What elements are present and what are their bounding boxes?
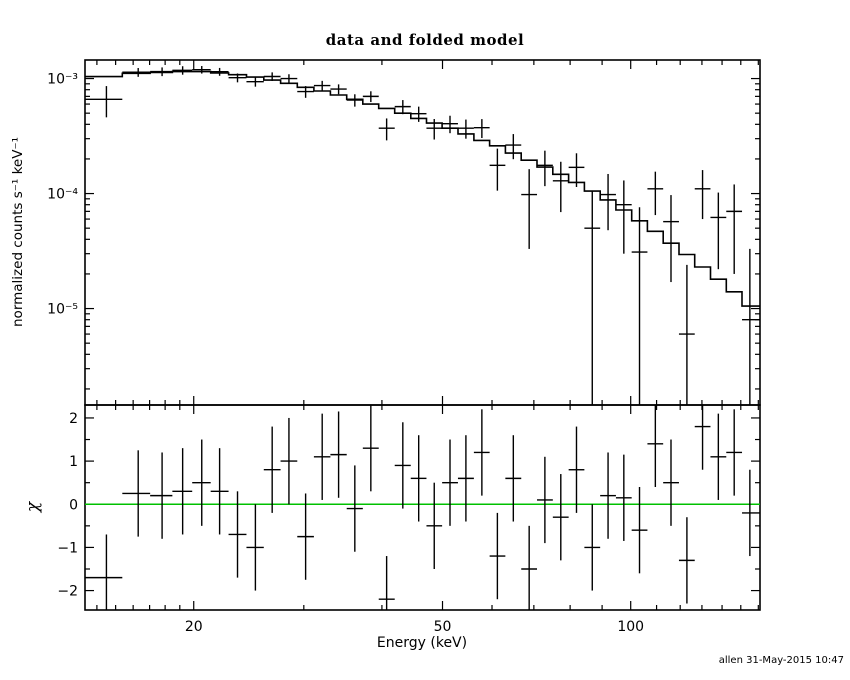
x-tick-label: 50 [434,619,452,635]
y-tick-label: 10⁻⁵ [47,302,78,318]
y-tick-label: 1 [69,454,78,470]
plot-timestamp: allen 31-May-2015 10:47 [718,655,844,666]
panel-frames [84,59,761,611]
x-axis-label: Energy (keV) [376,635,468,651]
y-tick-label: 10⁻⁴ [47,187,78,203]
y-tick-label: −1 [57,540,78,556]
residual-data-points [85,405,760,610]
y-axis-label-chi: χ [23,501,43,513]
x-tick-label: 100 [617,619,644,635]
y-tick-label: 2 [69,411,78,427]
axis-ticks: 20 50 100 10⁻³ 10⁻⁴ 10⁻⁵ 2 1 0 −1 −2 [47,60,760,635]
x-tick-label: 20 [185,619,203,635]
plot-title: data and folded model [325,31,525,49]
y-tick-label: 0 [69,497,78,513]
y-tick-label: −2 [57,584,78,600]
y-tick-label: 10⁻³ [47,72,78,88]
y-axis-label-counts: normalized counts s⁻¹ keV⁻¹ [10,137,26,327]
spectrum-data-points [85,66,760,405]
